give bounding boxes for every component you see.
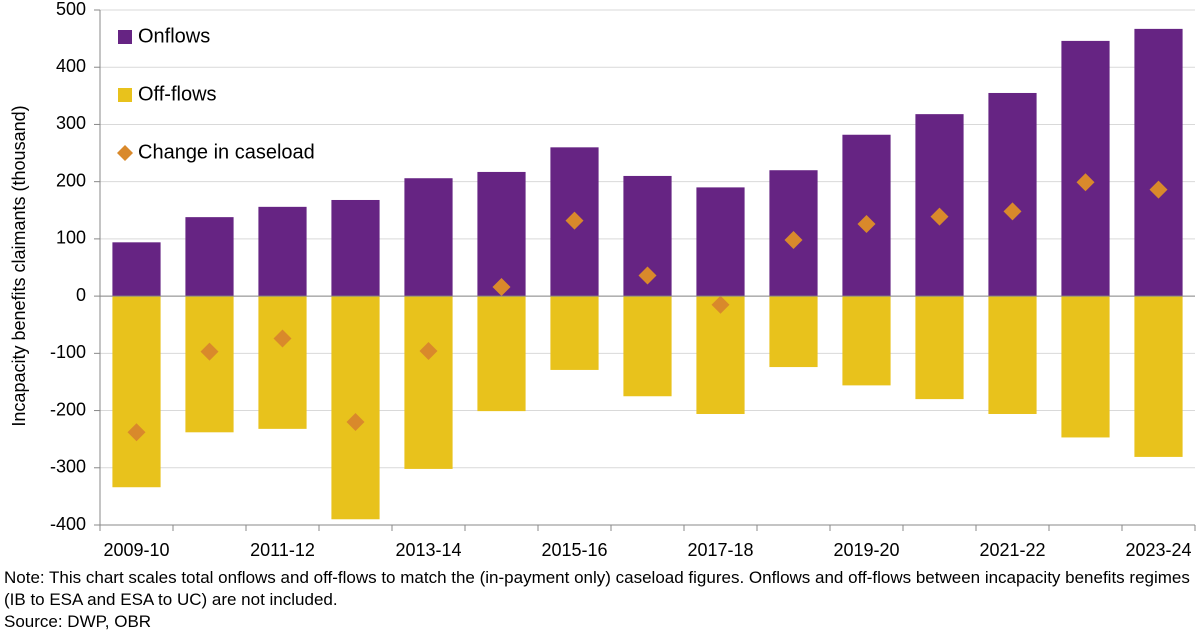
bar (185, 217, 234, 297)
y-tick-label: 300 (56, 113, 86, 133)
legend-swatch (117, 145, 133, 161)
bar (1134, 296, 1183, 457)
diamond-marker (127, 423, 146, 442)
x-tick-label: 2017-18 (687, 540, 753, 560)
diamond-marker (419, 342, 438, 361)
bar (915, 114, 964, 297)
bar (1061, 40, 1110, 297)
y-tick-label: 100 (56, 228, 86, 248)
y-axis-label: Incapacity benefits claimants (thousand) (9, 105, 29, 426)
x-tick-label: 2019-20 (833, 540, 899, 560)
bar (769, 296, 818, 368)
legend-swatch (118, 88, 132, 102)
y-tick-label: 400 (56, 56, 86, 76)
note: Note: This chart scales total onflows an… (4, 568, 1190, 609)
y-tick-label: -300 (50, 457, 86, 477)
bar (477, 171, 526, 297)
bar (915, 296, 964, 400)
y-tick-label: -400 (50, 514, 86, 534)
bar (842, 296, 891, 386)
bar (988, 296, 1037, 414)
bar (988, 92, 1037, 297)
bar (185, 296, 234, 433)
x-tick-label: 2021-22 (979, 540, 1045, 560)
bar (550, 296, 599, 370)
bar (1061, 296, 1110, 438)
chart: Incapacity benefits claimants (thousand)… (9, 0, 1196, 560)
bar (623, 296, 672, 397)
legend-swatch (118, 30, 132, 44)
diamond-marker (1076, 173, 1095, 192)
source: Source: DWP, OBR (4, 612, 152, 631)
bar (112, 296, 161, 488)
legend-label: Off-flows (138, 83, 217, 105)
bar (258, 206, 307, 297)
x-tick-label: 2023-24 (1125, 540, 1191, 560)
x-tick-label: 2011-12 (250, 540, 315, 560)
x-tick-label: 2013-14 (395, 540, 461, 560)
y-tick-label: 500 (56, 0, 86, 19)
diamond-marker (492, 277, 511, 296)
x-tick-label: 2015-16 (541, 540, 607, 560)
diamond-marker (857, 215, 876, 234)
y-tick-label: -200 (50, 399, 86, 419)
diamond-marker (200, 342, 219, 361)
y-tick-label: 200 (56, 170, 86, 190)
x-tick-label: 2009-10 (103, 540, 169, 560)
bar (331, 199, 380, 297)
legend-label: Onflows (138, 25, 210, 47)
bar (404, 296, 453, 469)
legend-label: Change in caseload (138, 141, 315, 163)
diamond-marker (1003, 202, 1022, 221)
bar (404, 178, 453, 297)
diamond-marker (711, 295, 730, 314)
diamond-marker (565, 211, 584, 230)
diamond-marker (638, 266, 657, 285)
diamond-marker (784, 231, 803, 250)
bar (112, 242, 161, 297)
bar (331, 296, 380, 520)
bar (696, 296, 745, 414)
bar (477, 296, 526, 412)
diamond-marker (1149, 180, 1168, 199)
diamond-marker (930, 207, 949, 226)
y-tick-label: 0 (76, 285, 86, 305)
bar (258, 296, 307, 429)
diamond-marker (346, 413, 365, 431)
bar (696, 187, 745, 297)
bar (1134, 28, 1183, 297)
diamond-marker (273, 329, 292, 348)
y-tick-label: -100 (50, 342, 86, 362)
